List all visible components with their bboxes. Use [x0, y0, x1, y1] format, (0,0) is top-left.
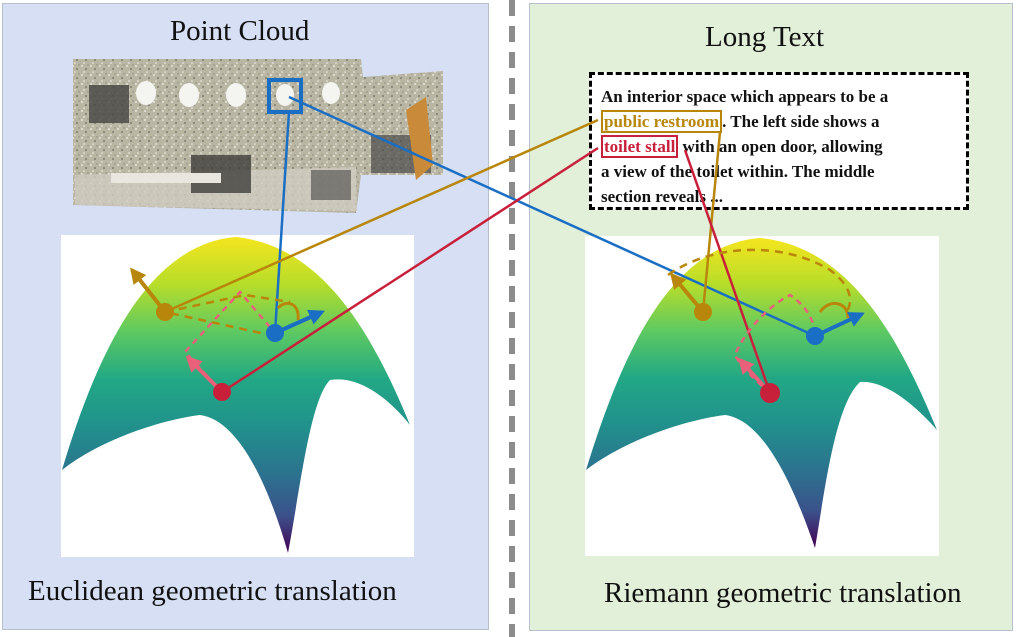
- text-line-5: section reveals ...: [601, 187, 723, 206]
- euclidean-caption: Euclidean geometric translation: [28, 575, 397, 607]
- point-cloud-title: Point Cloud: [170, 15, 310, 47]
- riemann-surface-plot: [585, 236, 939, 556]
- text-line-4: a view of the toilet within. The middle: [601, 162, 875, 181]
- text-line-3-rest: with an open door, allowing: [678, 137, 883, 156]
- text-line-3: toilet stall with an open door, allowing: [601, 134, 958, 159]
- text-line-1: An interior space which appears to be a: [601, 87, 889, 106]
- point-cloud-image: [73, 59, 443, 213]
- riemann-caption: Riemann geometric translation: [604, 577, 962, 609]
- text-line-2: public restroom. The left side shows a: [601, 109, 958, 134]
- long-text-box: An interior space which appears to be a …: [589, 72, 969, 210]
- dashed-divider: [509, 0, 515, 637]
- euclidean-surface-plot: [61, 235, 414, 557]
- highlight-public-restroom: public restroom: [601, 110, 723, 133]
- text-line-2-rest: . The left side shows a: [722, 112, 880, 131]
- highlight-toilet-stall: toilet stall: [601, 135, 679, 158]
- long-text-title: Long Text: [705, 21, 825, 53]
